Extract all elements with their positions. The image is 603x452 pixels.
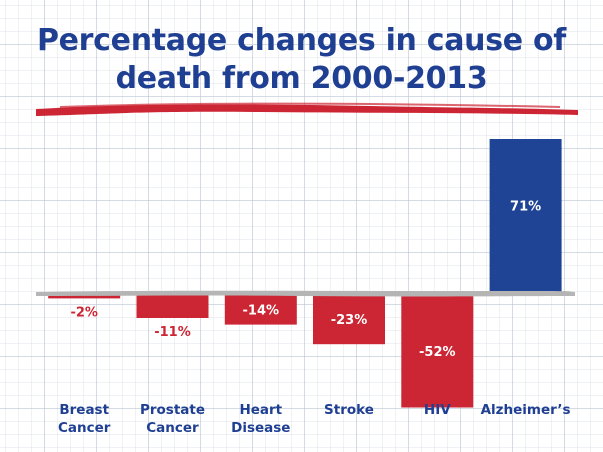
category-label-3: Stroke	[324, 402, 374, 418]
category-label-2-line-1: Disease	[231, 420, 290, 436]
title-brush-stroke	[36, 104, 578, 116]
bar-value-label-2: -14%	[243, 303, 280, 318]
chart-title-line-2: death from 2000-2013	[115, 61, 488, 96]
bar-2	[224, 294, 297, 325]
title-brush-stroke-detail	[59, 102, 561, 108]
category-label-2: Heart Disease	[231, 402, 290, 436]
category-label-4-line-0: HIV	[424, 402, 451, 418]
category-label-1-line-1: Cancer	[146, 420, 199, 436]
bar-4	[401, 294, 474, 408]
bar-value-label-3: -23%	[331, 313, 368, 328]
category-label-0-line-1: Cancer	[58, 420, 111, 436]
zero-baseline	[36, 290, 575, 297]
category-label-4: HIV	[424, 402, 451, 418]
bar-value-label-5: 71%	[510, 200, 541, 215]
category-label-1: Prostate Cancer	[140, 402, 205, 436]
bar-value-label-1: -11%	[154, 325, 191, 340]
chart-title: Percentage changes in cause of death fro…	[0, 22, 603, 98]
category-label-1-line-0: Prostate	[140, 402, 205, 418]
category-label-2-line-0: Heart	[239, 402, 282, 418]
bar-5	[489, 139, 562, 294]
category-label-5-line-0: Alzheimer’s	[481, 402, 571, 418]
bar-value-label-0: -2%	[70, 305, 97, 320]
category-label-0: Breast Cancer	[58, 402, 111, 436]
bar-0	[48, 294, 121, 299]
bar-value-label-4: -52%	[419, 345, 456, 360]
bar-3	[313, 294, 385, 345]
category-label-0-line-0: Breast	[59, 402, 109, 418]
category-label-3-line-0: Stroke	[324, 402, 374, 418]
bar-1	[136, 294, 209, 318]
category-label-5: Alzheimer’s	[481, 402, 571, 418]
chart-title-line-1: Percentage changes in cause of	[36, 23, 567, 58]
